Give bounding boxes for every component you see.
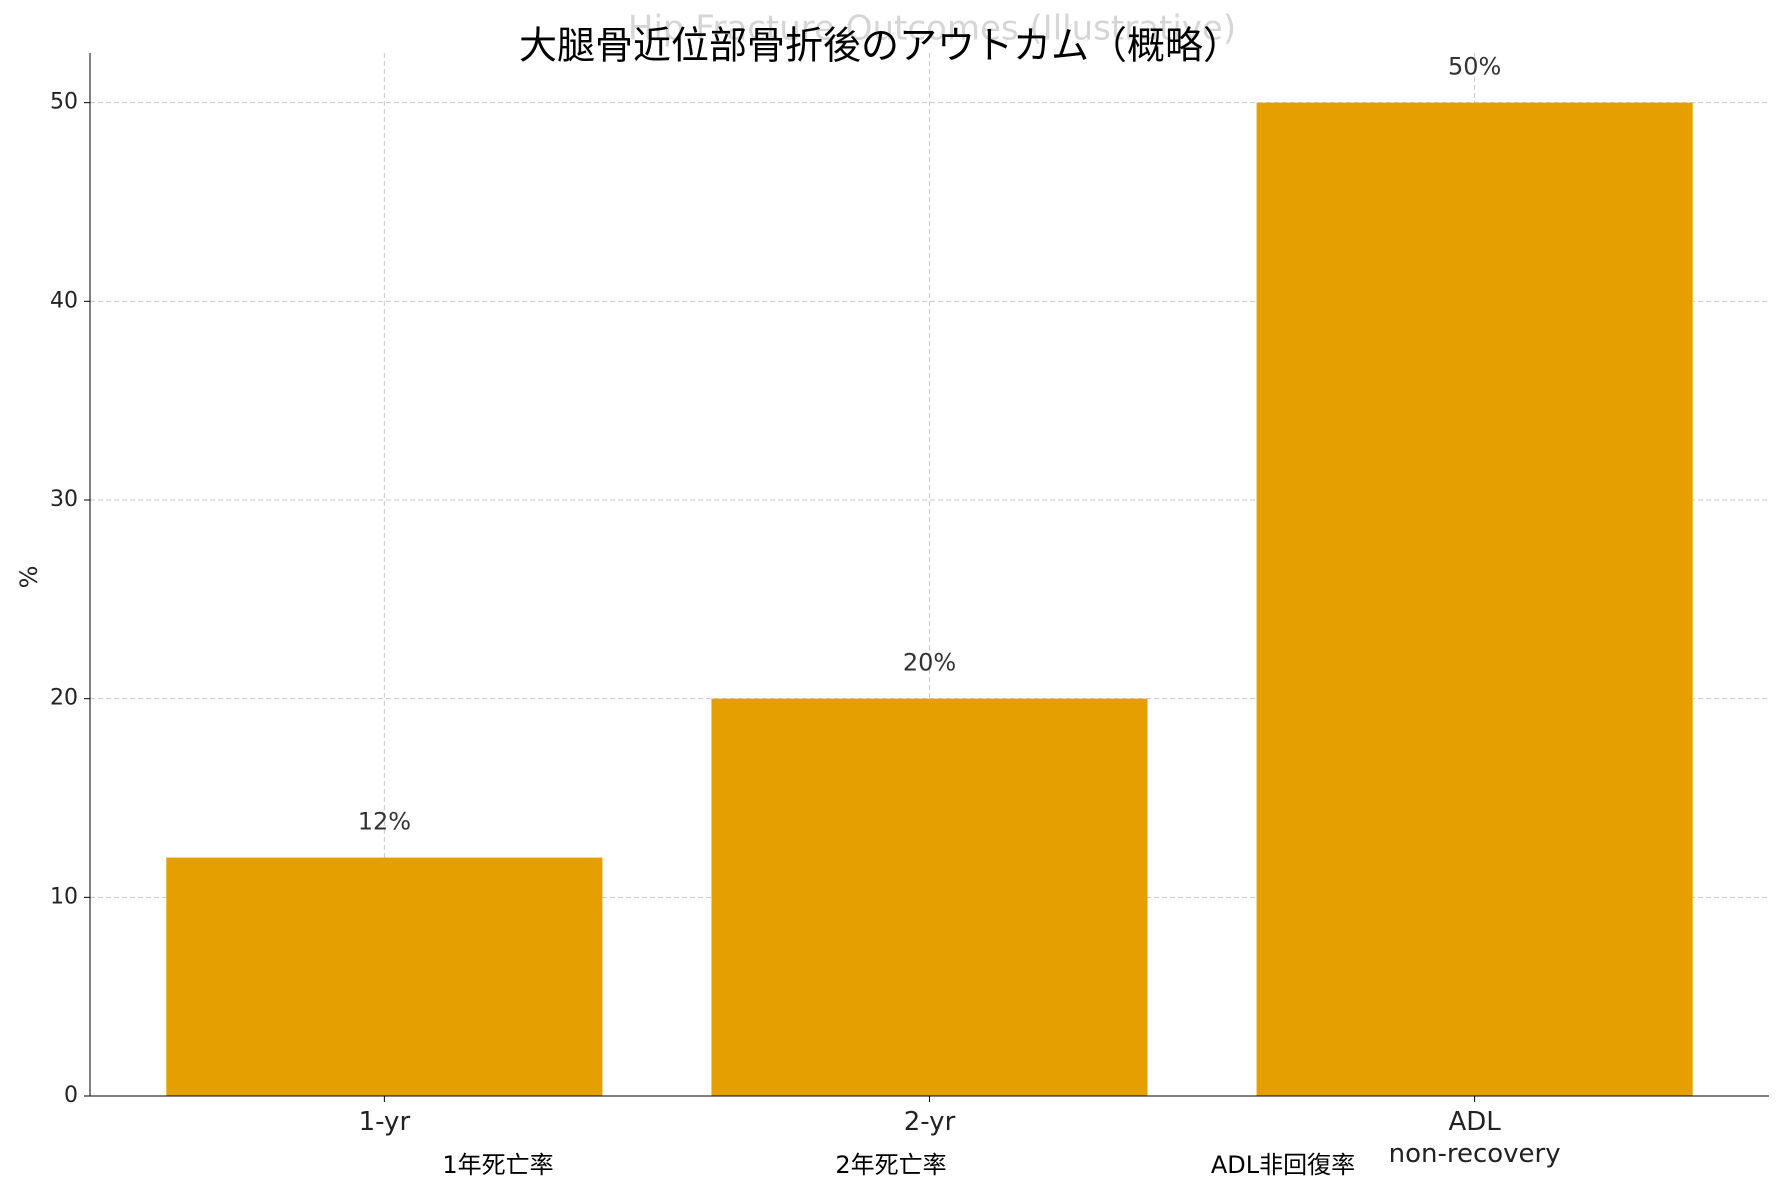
y-tick-label: 50 bbox=[50, 90, 78, 115]
x-sublabel: ADL非回復率 bbox=[1211, 1151, 1355, 1179]
x-sublabel: 1年死亡率 bbox=[442, 1151, 553, 1179]
chart-title: 大腿骨近位部骨折後のアウトカム（概略） bbox=[519, 24, 1241, 68]
y-tick-label: 30 bbox=[50, 487, 78, 512]
background-title: Hip Fracture Outcomes (Illustrative) bbox=[628, 9, 1236, 49]
y-axis-label: % bbox=[15, 566, 43, 589]
y-tick-label: 0 bbox=[64, 1083, 78, 1108]
x-sublabel: 2年死亡率 bbox=[835, 1151, 946, 1179]
y-tick-label: 10 bbox=[50, 884, 78, 909]
x-tick-label: 2-yr bbox=[904, 1107, 956, 1137]
bar bbox=[166, 857, 603, 1096]
value-label: 12% bbox=[358, 808, 411, 836]
bar bbox=[711, 698, 1148, 1096]
bar bbox=[1256, 102, 1693, 1096]
y-tick-label: 40 bbox=[50, 288, 78, 313]
value-label: 50% bbox=[1448, 53, 1501, 81]
x-tick-label: ADL non-recovery bbox=[1389, 1107, 1561, 1169]
x-tick-label: 1-yr bbox=[359, 1107, 411, 1137]
y-tick-label: 20 bbox=[50, 686, 78, 711]
value-label: 20% bbox=[903, 649, 956, 677]
